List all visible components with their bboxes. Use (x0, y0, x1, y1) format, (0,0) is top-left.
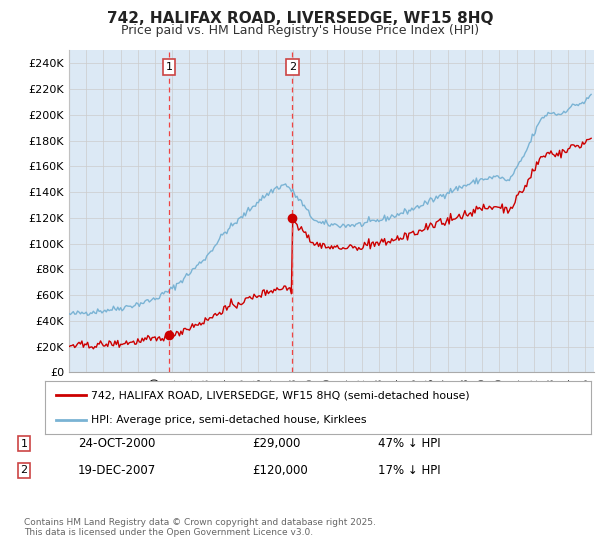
Text: 19-DEC-2007: 19-DEC-2007 (78, 464, 156, 477)
Text: 742, HALIFAX ROAD, LIVERSEDGE, WF15 8HQ: 742, HALIFAX ROAD, LIVERSEDGE, WF15 8HQ (107, 11, 493, 26)
Text: 17% ↓ HPI: 17% ↓ HPI (378, 464, 440, 477)
Bar (169, 50, 292, 372)
Text: 742, HALIFAX ROAD, LIVERSEDGE, WF15 8HQ (semi-detached house): 742, HALIFAX ROAD, LIVERSEDGE, WF15 8HQ … (91, 390, 470, 400)
Text: £120,000: £120,000 (252, 464, 308, 477)
Text: £29,000: £29,000 (252, 437, 301, 450)
Text: 47% ↓ HPI: 47% ↓ HPI (378, 437, 440, 450)
Text: Price paid vs. HM Land Registry's House Price Index (HPI): Price paid vs. HM Land Registry's House … (121, 24, 479, 36)
Text: HPI: Average price, semi-detached house, Kirklees: HPI: Average price, semi-detached house,… (91, 414, 367, 424)
Text: 2: 2 (289, 62, 296, 72)
Text: 1: 1 (166, 62, 173, 72)
Text: 24-OCT-2000: 24-OCT-2000 (78, 437, 155, 450)
Text: Contains HM Land Registry data © Crown copyright and database right 2025.
This d: Contains HM Land Registry data © Crown c… (24, 518, 376, 538)
Text: 2: 2 (20, 465, 28, 475)
Text: 1: 1 (20, 438, 28, 449)
